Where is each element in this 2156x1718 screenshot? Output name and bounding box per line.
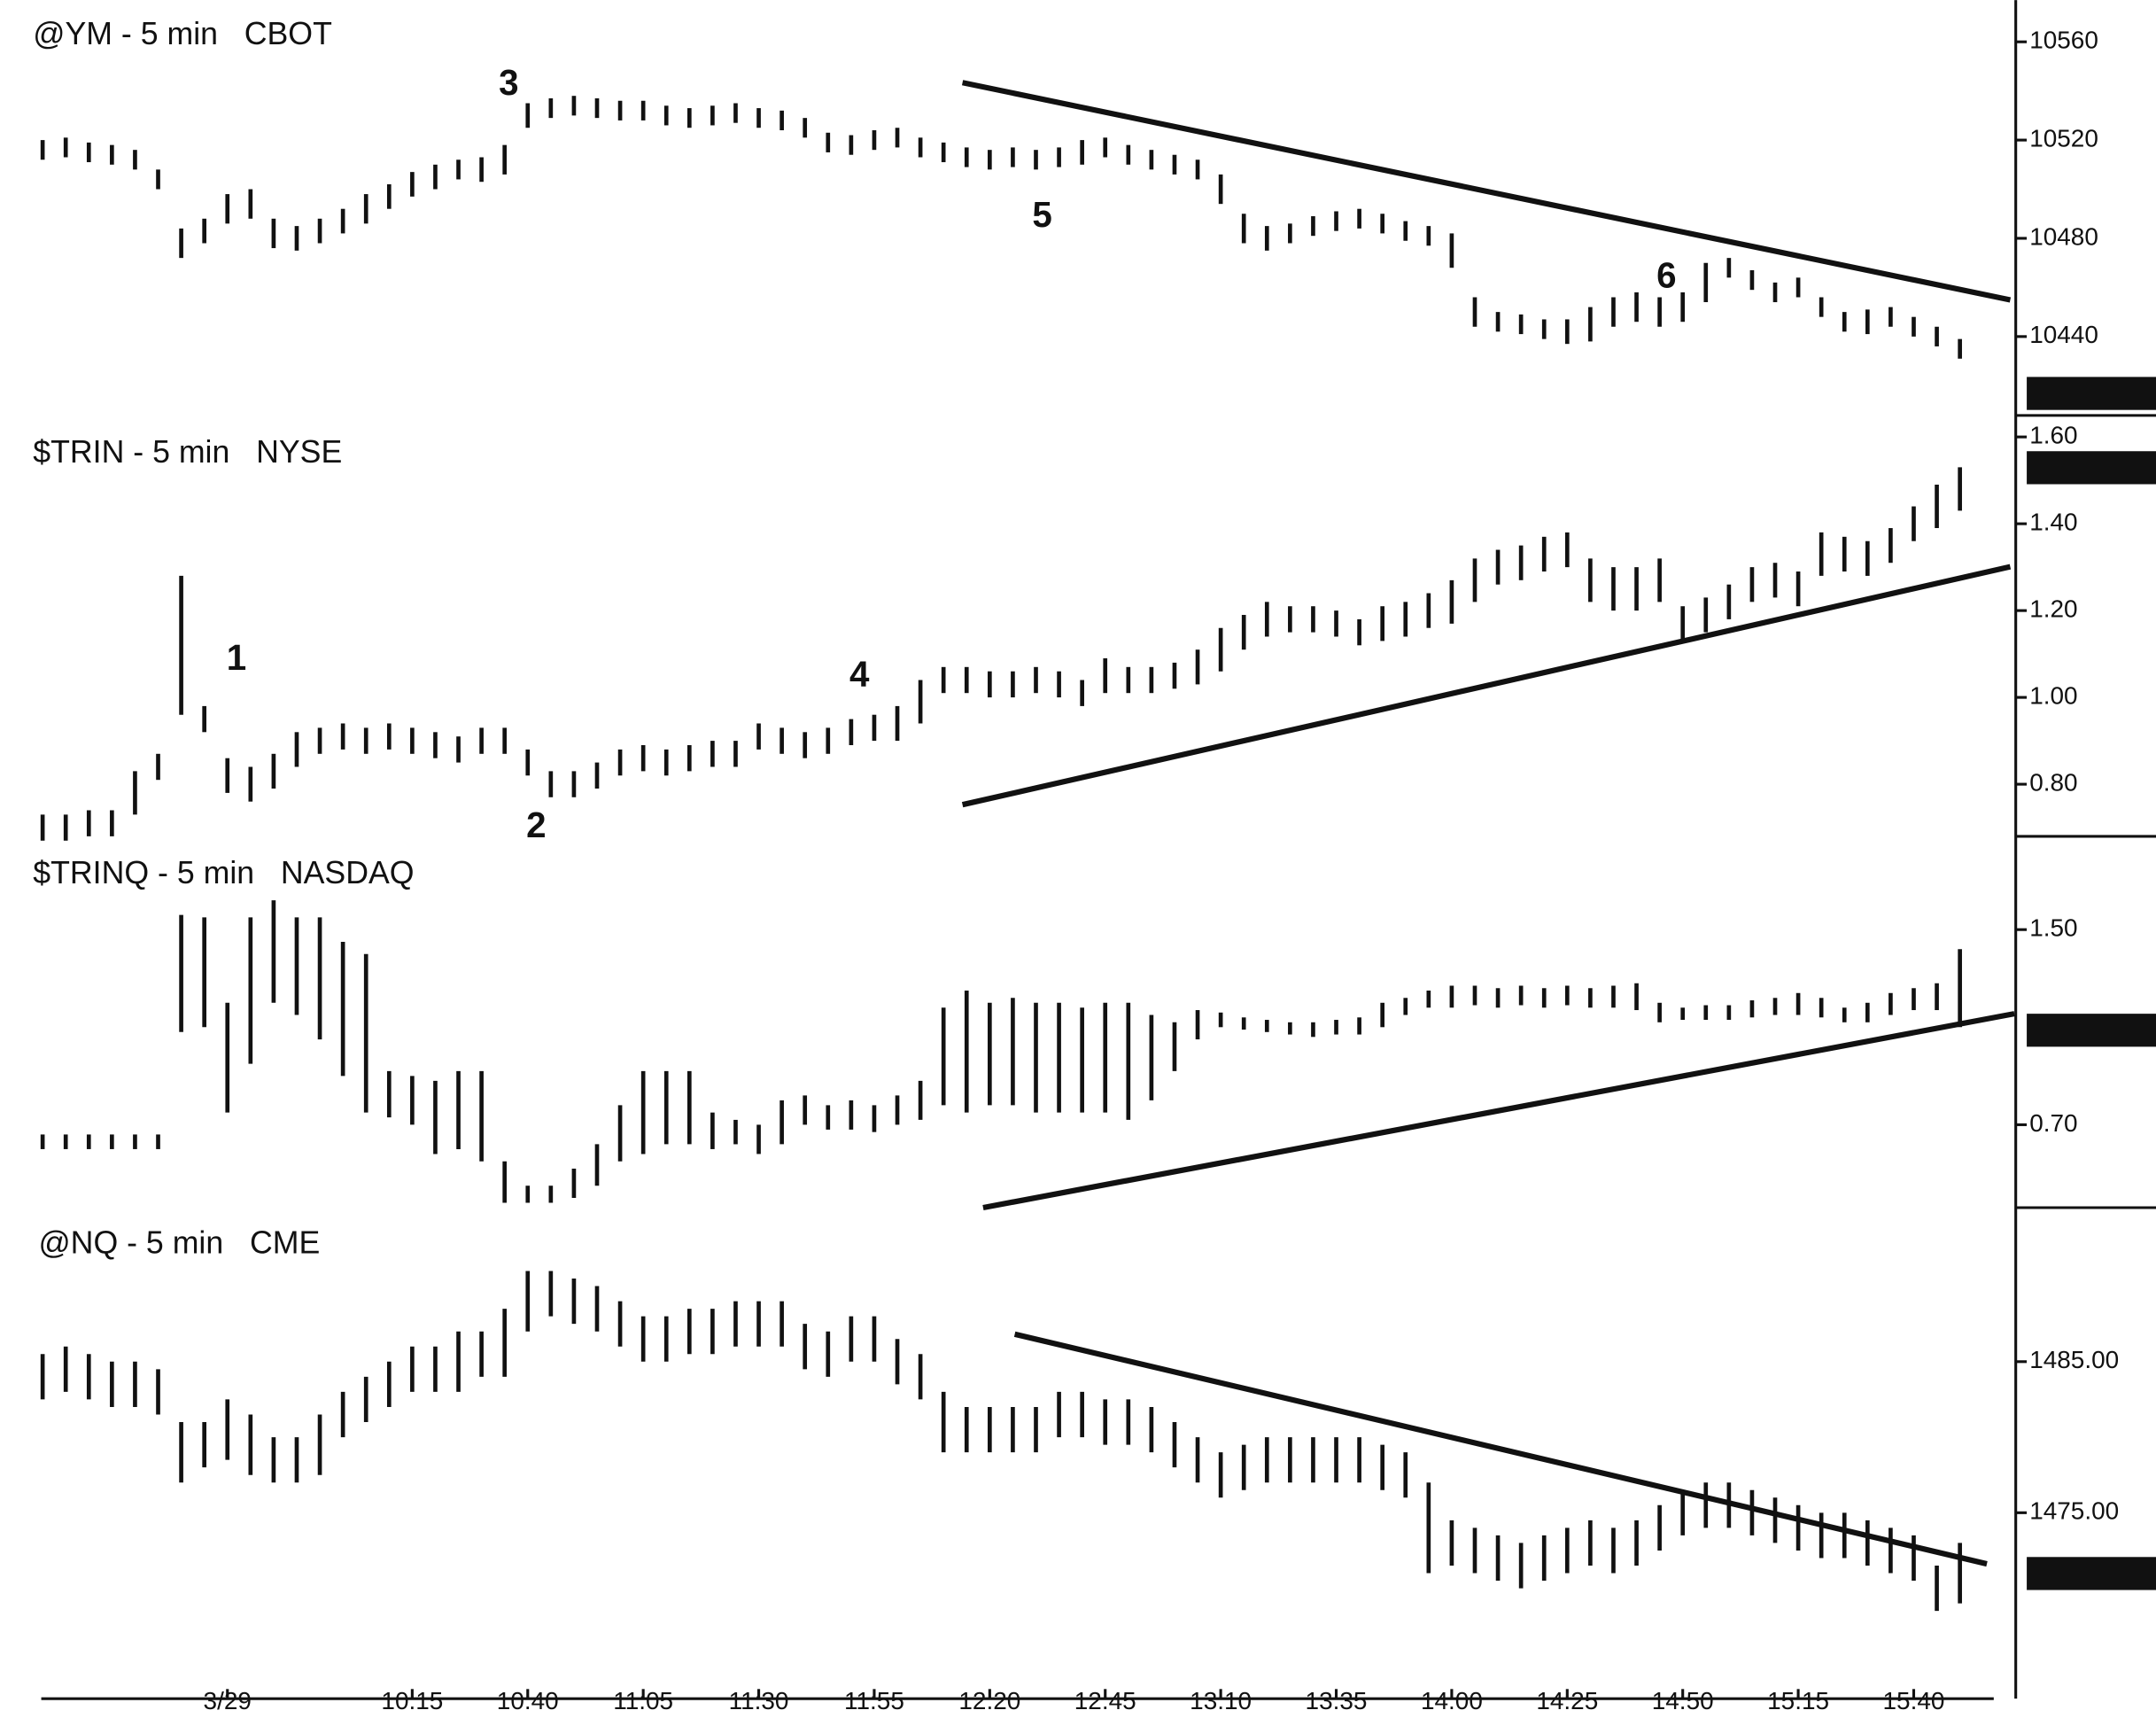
annotation: 1 (227, 637, 246, 678)
y-tick-label: 1.50 (2029, 914, 2077, 942)
annotation: 5 (1032, 194, 1051, 235)
y-tick-label: 1.60 (2029, 422, 2077, 449)
x-tick-label: 15:15 (1767, 1687, 1829, 1714)
y-tick-label: 1.40 (2029, 509, 2077, 536)
panel-title: @YM - 5 min CBOT (33, 16, 332, 51)
x-tick-label: 12:45 (1074, 1687, 1136, 1714)
x-tick-label: 14:00 (1421, 1687, 1483, 1714)
panel-title: $TRINQ - 5 min NASDAQ (33, 855, 414, 890)
last-price-box (2027, 1014, 2156, 1047)
x-tick-label: 11:30 (729, 1687, 789, 1714)
annotation: 6 (1656, 254, 1676, 295)
y-tick-label: 1.20 (2029, 595, 2077, 622)
y-tick-label: 0.70 (2029, 1109, 2077, 1137)
y-tick-label: 10440 (2029, 321, 2098, 348)
x-tick-label: 11:05 (613, 1687, 673, 1714)
trend-line (961, 564, 2012, 808)
last-price-box (2027, 377, 2156, 410)
trend-line (961, 80, 2012, 303)
x-tick-label: 10:15 (381, 1687, 443, 1714)
x-tick-label: 14:50 (1652, 1687, 1714, 1714)
y-tick-label: 1485.00 (2029, 1346, 2119, 1373)
x-tick-label: 13:35 (1306, 1687, 1368, 1714)
trend-line (1013, 1331, 1988, 1567)
x-tick-label: 14:25 (1536, 1687, 1598, 1714)
panel-title: @NQ - 5 min CME (38, 1224, 320, 1260)
x-tick-label: 13:10 (1190, 1687, 1252, 1714)
x-tick-label: 3/29 (204, 1687, 252, 1714)
x-tick-label: 10:40 (497, 1687, 559, 1714)
y-tick-label: 1475.00 (2029, 1497, 2119, 1525)
y-tick-label: 0.80 (2029, 768, 2077, 796)
annotation: 2 (526, 805, 546, 845)
annotation: 4 (849, 653, 870, 694)
panel-title: $TRIN - 5 min NYSE (33, 434, 342, 470)
last-price-box (2027, 1557, 2156, 1590)
y-tick-label: 10520 (2029, 124, 2098, 152)
annotation: 3 (499, 62, 518, 103)
last-price-box (2027, 451, 2156, 485)
y-tick-label: 1.00 (2029, 681, 2077, 709)
x-tick-label: 11:55 (844, 1687, 904, 1714)
y-tick-label: 10480 (2029, 222, 2098, 250)
x-tick-label: 15:40 (1883, 1687, 1945, 1714)
x-tick-label: 12:20 (958, 1687, 1020, 1714)
trend-line (982, 1011, 2015, 1211)
y-tick-label: 10560 (2029, 27, 2098, 54)
